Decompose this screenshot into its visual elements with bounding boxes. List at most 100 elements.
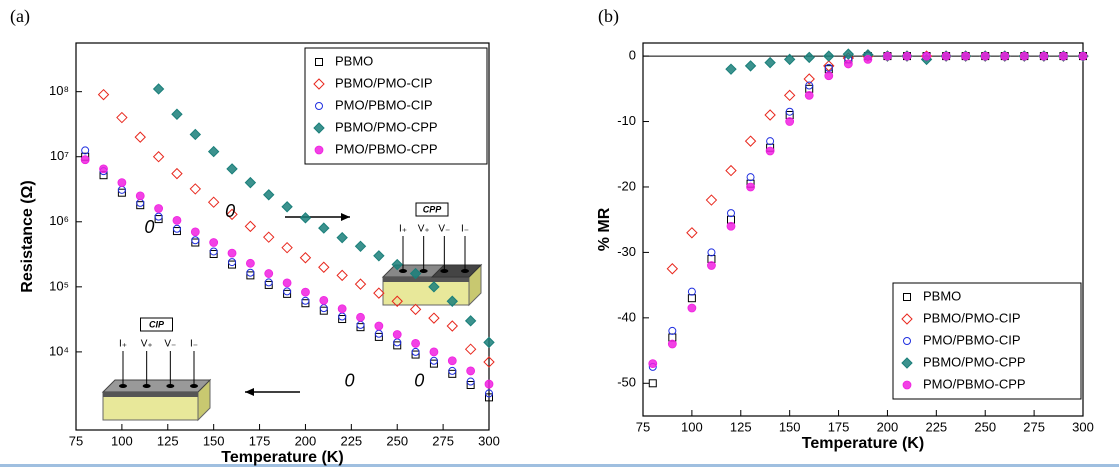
contact [119,384,127,388]
marker [391,258,403,271]
marker [922,51,931,61]
inset-title: CPP [423,204,443,214]
marker [863,54,873,64]
contact [142,384,151,388]
marker [668,326,677,335]
x-tick-label: 150 [779,419,801,434]
marker [301,287,310,297]
marker [356,312,365,322]
marker [393,338,402,347]
marker [883,51,892,61]
marker [448,369,457,378]
marker [226,163,238,175]
marker [783,89,796,102]
x-tick-label: 100 [111,433,133,448]
marker [447,356,457,366]
marker [189,183,202,195]
marker [429,347,439,357]
x-tick-label: 100 [681,419,703,434]
marker [744,60,757,72]
marker [824,71,834,81]
marker [354,278,367,290]
legend-label: PMO/PBMO-CPP [923,376,1026,391]
arrow-head [245,388,254,396]
legend-box [304,47,488,165]
marker [336,231,348,244]
x-tick-label: 250 [386,433,408,448]
y-tick-label: -10 [617,113,636,128]
marker [136,198,145,207]
marker [373,250,385,262]
marker [744,135,757,147]
y-tick-label: 10⁶ [49,213,69,228]
marker [245,258,255,268]
marker [411,339,420,348]
marker [687,287,696,296]
marker [171,167,183,180]
x-tick-label: 125 [730,419,752,434]
marker [823,50,835,62]
marker [485,389,493,398]
marker [191,236,200,245]
marker [172,224,181,233]
y-tick-label: 0 [629,48,636,63]
panel-label: (b) [598,6,619,27]
marker [356,323,365,332]
marker [803,51,815,64]
marker [804,90,814,100]
marker [117,185,126,194]
marker [246,271,255,280]
legend-marker [315,102,323,110]
x-tick-label: 300 [478,433,500,448]
marker [409,303,422,316]
marker [1078,51,1088,61]
y-tick-label: 10⁴ [49,343,69,358]
annotation: 0 [144,217,154,237]
marker [154,215,163,224]
marker [135,191,145,201]
marker [226,208,238,221]
x-tick-label: 175 [828,419,850,434]
marker [764,109,776,121]
marker [228,260,237,269]
marker [190,227,200,237]
marker [246,268,255,277]
marker [154,212,163,221]
marker [428,312,440,324]
marker [301,296,310,305]
marker [191,238,200,247]
marker [429,359,438,368]
terminal-label: V₊ [418,224,430,235]
legend-label: PMO/PBMO-CPP [335,141,438,156]
marker [902,51,912,61]
marker [374,332,383,341]
marker [319,304,328,313]
marker [264,269,274,278]
marker [448,366,457,375]
marker [263,189,275,201]
legend-label: PMO/PBMO-CIP [335,97,433,112]
marker [282,278,292,288]
x-tick-label: 250 [974,419,996,434]
marker [336,269,348,282]
marker [766,137,775,146]
legend-box [892,282,1082,400]
marker [264,280,273,289]
legend-label: PBMO [335,53,373,68]
x-tick-label: 275 [432,433,454,448]
marker [466,366,476,376]
marker [805,81,814,90]
marker [843,59,853,69]
marker [392,330,402,339]
marker [765,146,775,156]
marker [354,240,367,252]
marker [318,222,330,234]
terminal-label: I₊ [119,339,127,350]
marker [134,131,146,143]
marker [667,339,677,349]
marker [152,151,165,163]
legend-marker [901,357,913,369]
inset: CIP I₊ V₊ V₋ I₋ [101,317,300,422]
y-tick-label: -30 [617,244,636,259]
contact [419,269,428,273]
